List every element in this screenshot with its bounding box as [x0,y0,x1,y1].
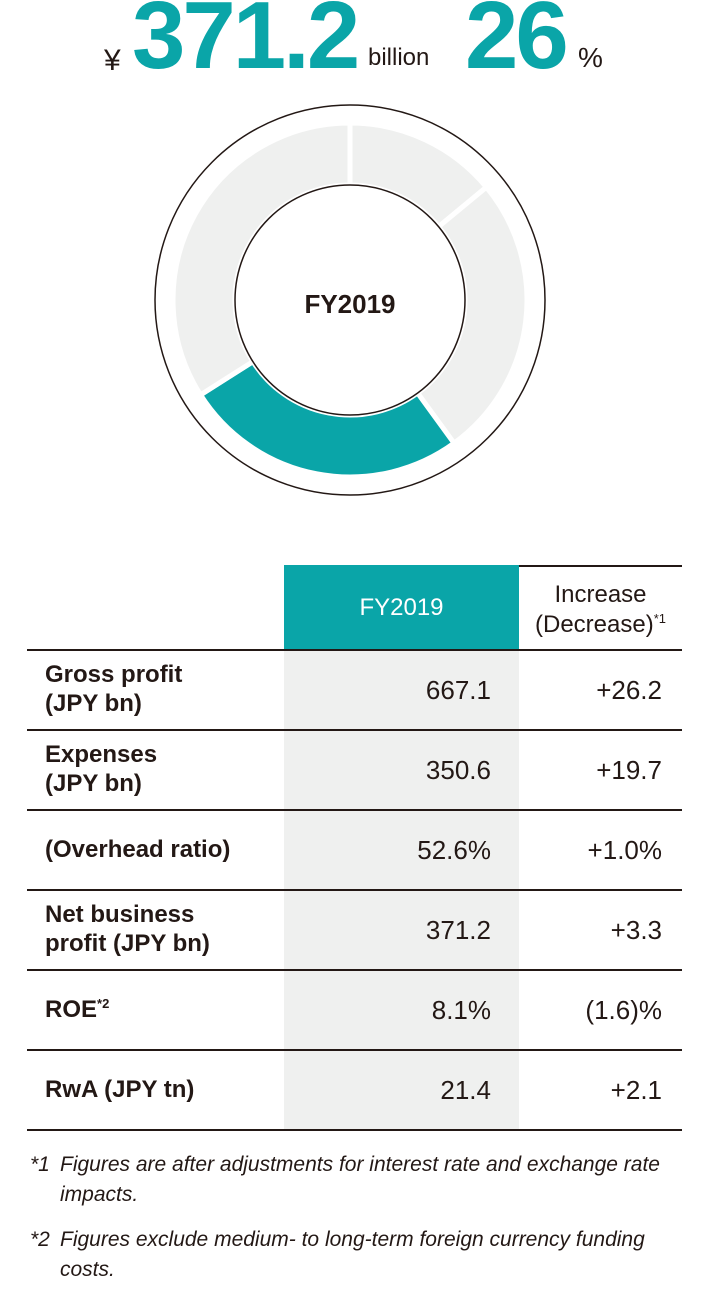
row-change-value: +2.1 [519,1049,682,1131]
row-change-value: (1.6)% [519,969,682,1050]
donut-slices [170,120,530,480]
row-fy-value: 350.6 [284,729,519,810]
row-change-value: +19.7 [519,729,682,810]
row-label-line1: Gross profit [45,661,183,689]
header-increase-line2: (Decrease) [535,611,654,638]
row-change-value: +3.3 [519,889,682,970]
row-fy-value: 371.2 [284,889,519,970]
table-row: RwA (JPY tn) 21.4 +2.1 [27,1049,682,1131]
donut-chart: FY2019 [154,104,546,496]
headline-amount: 371.2 [132,0,360,89]
footnote-mark: *2 [30,1227,50,1251]
row-label: (Overhead ratio) [27,809,284,890]
row-change-value: +1.0% [519,809,682,890]
row-fy-value: 8.1% [284,969,519,1050]
table-header-row: FY2019 Increase (Decrease)*1 [27,565,682,650]
headline-share: 26 [465,0,569,89]
donut-inner-ring [234,184,466,416]
footnote-text: Figures are after adjustments for intere… [60,1153,660,1207]
row-label: Gross profit (JPY bn) [27,649,284,730]
currency-symbol: ¥ [104,44,121,77]
footnote-text: Figures exclude medium- to long-term for… [60,1227,645,1282]
table-row: (Overhead ratio) 52.6% +1.0% [27,809,682,890]
header-fy2019: FY2019 [284,565,519,650]
row-label-line1: RwA (JPY tn) [45,1075,195,1103]
table-row: Expenses (JPY bn) 350.6 +19.7 [27,729,682,810]
row-label: Net business profit (JPY bn) [27,889,284,970]
footnote: *1 Figures are after adjustments for int… [30,1150,690,1211]
row-label: Expenses (JPY bn) [27,729,284,810]
headline-share-unit: % [578,42,603,73]
donut-outer-ring [154,104,546,496]
row-label-line2: (JPY bn) [45,770,142,797]
headline: ¥ 371.2 billion 26 % [0,0,710,90]
table-row: ROE*2 8.1% (1.6)% [27,969,682,1050]
header-increase-decrease: Increase (Decrease)*1 [519,565,682,650]
row-label: RwA (JPY tn) [27,1049,284,1131]
row-label-line1: Net business [45,901,195,929]
row-label-line1: Expenses [45,741,158,769]
header-footnote-mark: *1 [653,611,666,626]
headline-amount-unit: billion [368,44,430,71]
row-label-line2: profit (JPY bn) [45,930,210,957]
kpi-table: FY2019 Increase (Decrease)*1 Gross profi… [27,565,682,1131]
donut-center-label: FY2019 [304,289,395,319]
table-row: Gross profit (JPY bn) 667.1 +26.2 [27,649,682,730]
row-fy-value: 21.4 [284,1049,519,1131]
footnote-mark: *1 [30,1153,50,1176]
row-footnote-mark: *2 [97,995,110,1011]
footnote: *2 Figures exclude medium- to long-term … [30,1225,690,1286]
row-change-value: +26.2 [519,649,682,730]
footnotes: *1 Figures are after adjustments for int… [30,1150,690,1300]
header-increase-line1: Increase [554,581,647,608]
row-label-line1: (Overhead ratio) [45,835,231,863]
row-fy-value: 52.6% [284,809,519,890]
row-label-line1: ROE [45,995,98,1023]
row-fy-value: 667.1 [284,649,519,730]
row-label-line2: (JPY bn) [45,690,142,717]
row-label: ROE*2 [27,969,284,1050]
header-blank-cell [27,566,284,650]
table-row: Net business profit (JPY bn) 371.2 +3.3 [27,889,682,970]
